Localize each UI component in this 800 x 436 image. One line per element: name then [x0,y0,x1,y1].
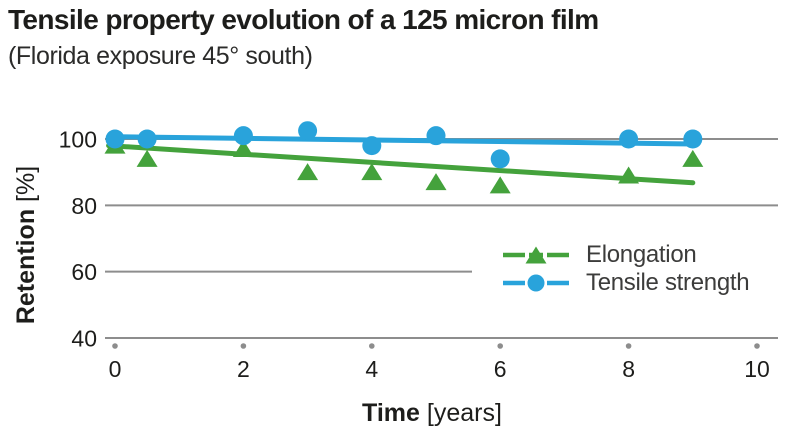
y-tick-label-40: 40 [71,326,97,352]
x-tick-label-0: 0 [109,356,122,382]
x-tick-dot-8 [625,343,632,349]
x-tick-label-8: 8 [622,356,635,382]
tensile-strength-point [233,126,253,146]
tensile-strength-line-circle-icon [503,274,569,292]
elongation-point [682,149,704,167]
x-tick-label-10: 10 [744,356,770,382]
chart-subtitle: (Florida exposure 45° south) [8,42,313,70]
tensile-strength-point [683,129,703,149]
tensile-strength-point [490,149,510,169]
x-tick-dot-10 [754,343,760,349]
elongation-line-triangle-icon [503,246,569,264]
tensile-strength-legend-marker [527,274,545,292]
tensile-strength-point [426,126,446,146]
elongation-point [618,166,640,184]
elongation-point [136,149,158,167]
tensile-strength-trendline [106,134,696,147]
x-tick-dot-2 [240,343,247,349]
tensile-strength-point [619,129,639,149]
elongation-legend-marker [525,246,547,264]
x-tick-dot-6 [497,343,504,349]
y-tick-label-60: 60 [71,259,97,285]
x-tick-label-4: 4 [365,356,378,382]
legend-label-tensile-strength: Tensile strength [586,269,750,296]
y-axis-title: Retention [%] [12,166,40,324]
y-tick-label-80: 80 [71,193,97,219]
x-tick-dot-0 [112,343,118,349]
x-tick-label-2: 2 [237,356,250,382]
elongation-point [425,173,447,191]
y-tick-label-100: 100 [59,127,97,153]
legend: Elongation Tensile strength [501,241,750,297]
elongation-point [361,163,383,181]
tensile-strength-point [362,136,382,156]
elongation-point [297,163,319,181]
x-axis-title: Time [years] [362,399,502,427]
tensile-strength-point [105,129,125,149]
legend-item-tensile-strength: Tensile strength [501,269,750,297]
elongation-point [489,176,511,194]
elongation-point [232,139,254,157]
tensile-strength-point [137,129,157,149]
tensile-strength-point [298,121,318,141]
x-tick-dot-4 [369,343,375,349]
x-tick-label-6: 6 [494,356,507,382]
legend-item-elongation: Elongation [501,241,749,269]
chart-title: Tensile property evolution of a 125 micr… [8,4,599,35]
elongation-trendline [106,143,696,186]
legend-label-elongation: Elongation [586,241,697,268]
